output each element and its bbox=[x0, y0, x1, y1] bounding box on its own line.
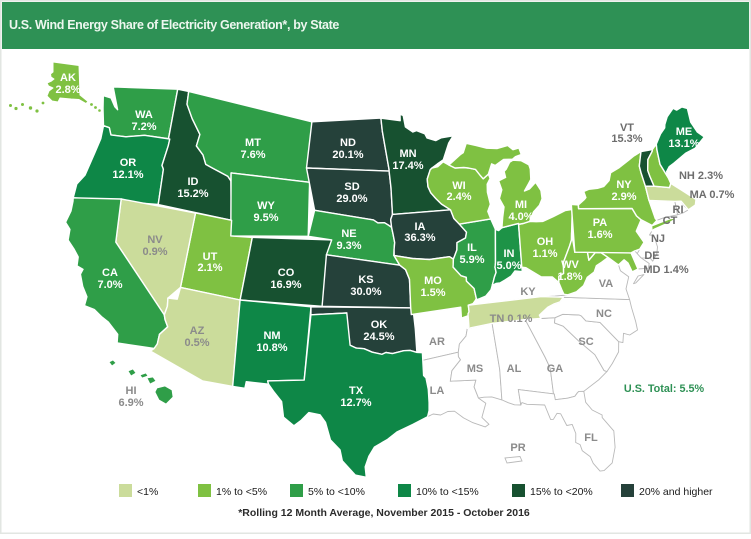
svg-text:0.9%: 0.9% bbox=[142, 246, 167, 258]
svg-text:VA: VA bbox=[599, 278, 614, 290]
svg-text:PR: PR bbox=[510, 442, 525, 454]
svg-text:30.0%: 30.0% bbox=[350, 286, 381, 298]
svg-text:SC: SC bbox=[578, 336, 593, 348]
svg-text:7.6%: 7.6% bbox=[240, 149, 265, 161]
svg-text:FL: FL bbox=[584, 432, 598, 444]
svg-text:NV: NV bbox=[147, 234, 163, 246]
svg-text:AK: AK bbox=[60, 72, 76, 84]
svg-text:NC: NC bbox=[596, 308, 612, 320]
svg-text:24.5%: 24.5% bbox=[363, 331, 394, 343]
svg-text:OK: OK bbox=[371, 319, 388, 331]
svg-text:NY: NY bbox=[616, 179, 632, 191]
svg-text:15.3%: 15.3% bbox=[611, 133, 642, 145]
svg-text:CT: CT bbox=[663, 215, 678, 227]
svg-text:36.3%: 36.3% bbox=[404, 232, 435, 244]
svg-text:5.9%: 5.9% bbox=[459, 254, 484, 266]
svg-text:KY: KY bbox=[520, 286, 536, 298]
svg-text:TX: TX bbox=[349, 385, 364, 397]
svg-text:LA: LA bbox=[430, 385, 445, 397]
svg-text:5% to <10%: 5% to <10% bbox=[308, 486, 365, 498]
svg-text:GA: GA bbox=[547, 363, 564, 375]
svg-text:WV: WV bbox=[561, 259, 579, 271]
svg-text:VT: VT bbox=[620, 122, 634, 134]
svg-text:1.6%: 1.6% bbox=[587, 229, 612, 241]
svg-text:5.0%: 5.0% bbox=[496, 260, 521, 272]
svg-text:20.1%: 20.1% bbox=[332, 149, 363, 161]
svg-text:<1%: <1% bbox=[137, 486, 158, 498]
svg-text:6.9%: 6.9% bbox=[118, 397, 143, 409]
svg-text:UT: UT bbox=[203, 251, 218, 263]
svg-text:NJ: NJ bbox=[651, 233, 665, 245]
svg-text:MO: MO bbox=[424, 275, 442, 287]
svg-text:7.2%: 7.2% bbox=[131, 121, 156, 133]
svg-text:4.0%: 4.0% bbox=[508, 211, 533, 223]
svg-text:U.S. Total: 5.5%: U.S. Total: 5.5% bbox=[624, 383, 705, 395]
svg-text:DE: DE bbox=[644, 250, 659, 262]
svg-text:SD: SD bbox=[344, 181, 359, 193]
svg-text:13.1%: 13.1% bbox=[668, 138, 699, 150]
svg-text:9.3%: 9.3% bbox=[336, 240, 361, 252]
svg-text:MD 1.4%: MD 1.4% bbox=[643, 264, 688, 276]
svg-text:ND: ND bbox=[340, 137, 356, 149]
svg-text:AR: AR bbox=[429, 336, 445, 348]
svg-text:10% to <15%: 10% to <15% bbox=[416, 486, 479, 498]
svg-text:WA: WA bbox=[135, 109, 153, 121]
svg-text:IN: IN bbox=[504, 248, 515, 260]
svg-text:RI: RI bbox=[673, 204, 684, 216]
svg-text:*Rolling 12 Month Average, Nov: *Rolling 12 Month Average, November 2015… bbox=[238, 507, 530, 519]
svg-text:IA: IA bbox=[415, 221, 426, 233]
svg-text:KS: KS bbox=[358, 274, 373, 286]
svg-text:U.S. Wind Energy Share of Elec: U.S. Wind Energy Share of Electricity Ge… bbox=[9, 18, 339, 32]
svg-text:MN: MN bbox=[399, 148, 416, 160]
svg-text:MI: MI bbox=[515, 199, 527, 211]
svg-text:29.0%: 29.0% bbox=[336, 193, 367, 205]
svg-text:AL: AL bbox=[507, 363, 522, 375]
svg-text:PA: PA bbox=[593, 217, 608, 229]
svg-text:9.5%: 9.5% bbox=[253, 212, 278, 224]
svg-text:1.1%: 1.1% bbox=[532, 248, 557, 260]
svg-text:NM: NM bbox=[263, 330, 280, 342]
svg-text:IL: IL bbox=[467, 242, 477, 254]
svg-text:TN 0.1%: TN 0.1% bbox=[490, 313, 533, 325]
svg-text:CA: CA bbox=[102, 267, 118, 279]
svg-text:2.1%: 2.1% bbox=[197, 262, 222, 274]
svg-text:1% to <5%: 1% to <5% bbox=[216, 486, 267, 498]
svg-text:OR: OR bbox=[120, 157, 137, 169]
svg-text:17.4%: 17.4% bbox=[392, 160, 423, 172]
svg-text:HI: HI bbox=[126, 385, 137, 397]
svg-text:12.7%: 12.7% bbox=[340, 397, 371, 409]
svg-text:OH: OH bbox=[537, 236, 554, 248]
svg-text:10.8%: 10.8% bbox=[256, 342, 287, 354]
svg-text:MA 0.7%: MA 0.7% bbox=[690, 189, 735, 201]
svg-text:AZ: AZ bbox=[190, 325, 205, 337]
svg-text:15% to <20%: 15% to <20% bbox=[530, 486, 593, 498]
svg-text:WI: WI bbox=[452, 180, 465, 192]
svg-text:2.9%: 2.9% bbox=[611, 191, 636, 203]
svg-text:15.2%: 15.2% bbox=[177, 188, 208, 200]
svg-text:7.0%: 7.0% bbox=[97, 279, 122, 291]
svg-text:12.1%: 12.1% bbox=[112, 169, 143, 181]
svg-text:NE: NE bbox=[341, 228, 356, 240]
svg-text:16.9%: 16.9% bbox=[270, 279, 301, 291]
svg-text:0.5%: 0.5% bbox=[184, 337, 209, 349]
svg-text:MS: MS bbox=[467, 363, 484, 375]
svg-text:MT: MT bbox=[245, 137, 261, 149]
svg-text:NH 2.3%: NH 2.3% bbox=[679, 170, 723, 182]
svg-text:ID: ID bbox=[188, 176, 199, 188]
svg-text:WY: WY bbox=[257, 200, 275, 212]
svg-text:2.8%: 2.8% bbox=[55, 84, 80, 96]
svg-text:1.8%: 1.8% bbox=[557, 271, 582, 283]
svg-text:CO: CO bbox=[278, 267, 295, 279]
svg-text:1.5%: 1.5% bbox=[420, 287, 445, 299]
svg-text:ME: ME bbox=[676, 126, 693, 138]
svg-text:20% and higher: 20% and higher bbox=[639, 486, 713, 498]
svg-text:2.4%: 2.4% bbox=[446, 191, 471, 203]
